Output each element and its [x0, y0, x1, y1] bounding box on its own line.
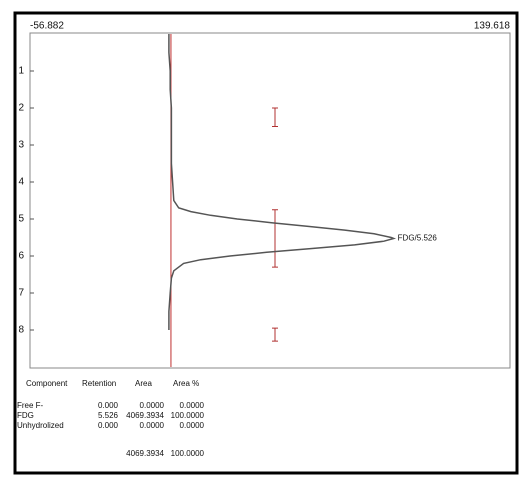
time-tick-label: 6: [18, 251, 24, 262]
plot-area: [29, 32, 511, 369]
table-cell: 0.0000: [140, 401, 165, 410]
table-cell: 0.000: [98, 421, 119, 430]
time-tick-label: 2: [18, 103, 24, 114]
table-cell: 100.0000: [171, 411, 205, 420]
time-tick-label: 8: [18, 325, 24, 336]
region-marker: [272, 107, 278, 127]
table-cell: 0.0000: [180, 421, 205, 430]
table-total: 4069.3934: [126, 449, 164, 458]
table-header: Retention: [82, 379, 116, 388]
y-min-label: -56.882: [30, 21, 64, 32]
signal-line: [168, 34, 397, 330]
table-header: Component: [26, 379, 68, 388]
table-cell: 4069.3934: [126, 411, 164, 420]
time-tick-label: 4: [18, 177, 24, 188]
table-cell: FDG: [17, 411, 34, 420]
table-cell: Free F-: [17, 401, 44, 410]
table-cell: 5.526: [98, 411, 119, 420]
region-marker: [272, 327, 278, 342]
time-tick-label: 7: [18, 288, 24, 299]
table-header: Area: [135, 379, 152, 388]
region-marker: [272, 209, 278, 268]
table-cell: 0.0000: [140, 421, 165, 430]
table-cell: Unhydrolized: [17, 421, 64, 430]
table-cell: 0.0000: [180, 401, 205, 410]
time-tick-label: 3: [18, 140, 24, 151]
time-tick-label: 5: [18, 214, 24, 225]
peak-annotation: FDG/5.526: [398, 234, 438, 243]
table-total: 100.0000: [171, 449, 205, 458]
time-tick-label: 1: [18, 66, 24, 77]
table-header: Area %: [173, 379, 199, 388]
table-cell: 0.000: [98, 401, 119, 410]
y-max-label: 139.618: [474, 21, 511, 32]
frame: [13, 11, 519, 475]
